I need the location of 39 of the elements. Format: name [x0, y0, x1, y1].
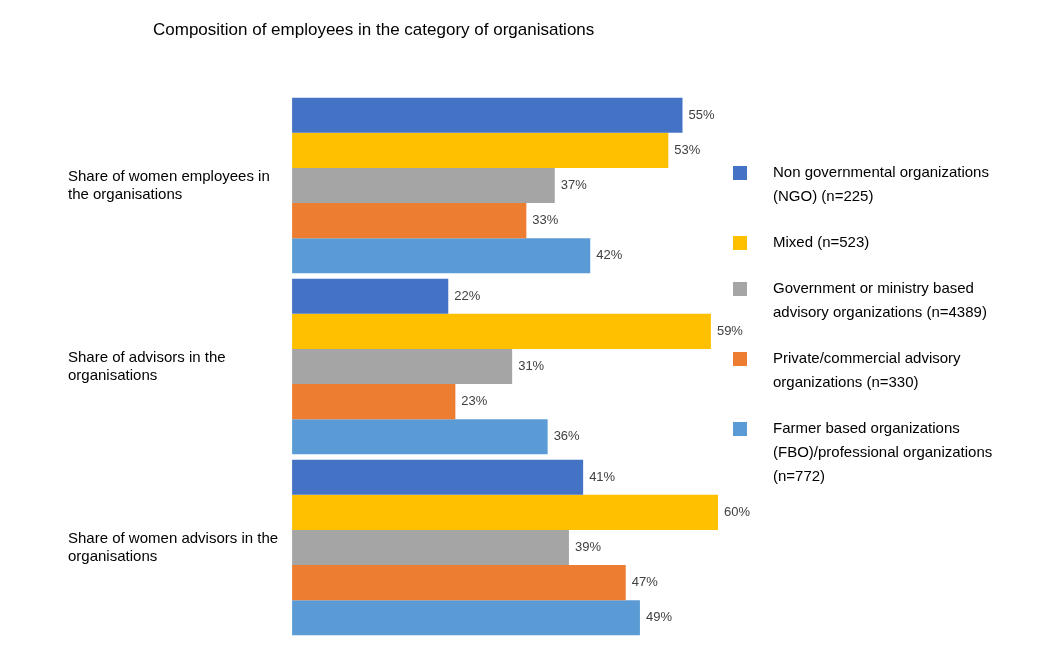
data-label: 42% — [596, 247, 623, 263]
bar — [292, 384, 456, 420]
data-label: 22% — [454, 287, 481, 303]
data-label: 53% — [674, 141, 701, 157]
legend-label: Farmer based organizations (FBO)/professional organizations (n=772) — [773, 418, 994, 486]
bar — [292, 132, 669, 168]
data-label: 49% — [645, 609, 673, 625]
data-label: 47% — [631, 574, 659, 590]
bar — [292, 565, 626, 601]
bar — [292, 529, 569, 566]
data-label: 59% — [716, 322, 744, 338]
legend-label: Government or ministry based advisory organizations (n=4389) — [773, 278, 988, 322]
data-label: 36% — [553, 428, 581, 444]
bar — [292, 167, 555, 204]
data-label: 23% — [461, 393, 488, 409]
y-tick-label: Share of women employees in the organisations — [68, 166, 270, 202]
bar — [292, 419, 548, 455]
data-label: 37% — [560, 177, 588, 193]
y-tick-label: Share of women advisors in the organisations — [68, 528, 279, 564]
bar — [292, 348, 513, 385]
legend-label: Non governmental organizations (NGO) (n=225) — [773, 162, 990, 206]
data-label: 33% — [532, 212, 559, 228]
legend-label: Mixed (n=523) — [773, 232, 870, 252]
bar — [292, 203, 527, 239]
bar — [292, 313, 711, 349]
chart-title: Composition of employees in the category of organisations — [153, 20, 595, 40]
legend-label: Private/commercial advisory organizations (n=330) — [773, 348, 962, 392]
bar — [292, 278, 449, 314]
y-tick-label: Share of advisors in the organisations — [68, 347, 226, 383]
bar — [292, 97, 683, 133]
bar — [292, 459, 584, 495]
data-label: 31% — [518, 358, 545, 374]
data-label: 55% — [688, 106, 715, 122]
data-label: 39% — [574, 539, 602, 555]
bar — [292, 494, 718, 530]
bar — [292, 238, 591, 274]
data-label: 60% — [724, 503, 751, 519]
data-label: 41% — [589, 468, 616, 484]
bar — [292, 600, 640, 636]
